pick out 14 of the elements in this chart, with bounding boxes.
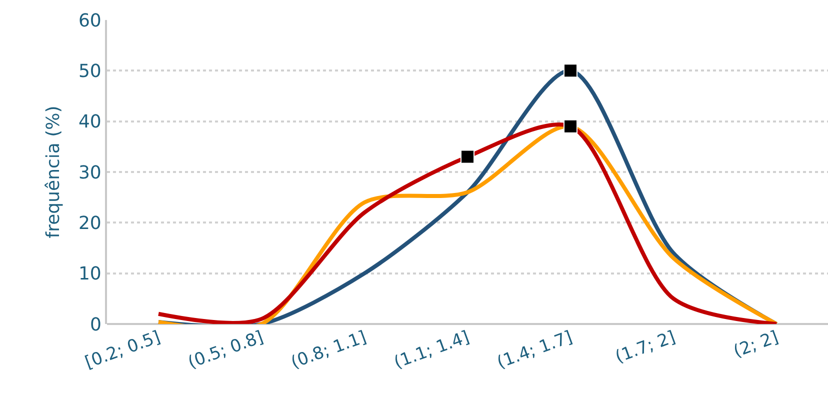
x-tick-label: (2; 2]	[731, 327, 782, 362]
x-tick-label: (1.4; 1.7]	[494, 327, 576, 374]
x-tick-label: (1.7; 2]	[612, 327, 678, 368]
x-tick-label: (0.5; 0.8]	[186, 327, 266, 374]
y-tick-label: 60	[78, 10, 102, 32]
y-tick-label: 50	[78, 60, 102, 82]
y-tick-label: 40	[78, 112, 102, 133]
y-axis-title: frequência (%)	[43, 106, 64, 238]
x-tick-label: (1.1; 1.4]	[392, 327, 472, 374]
x-tick-label: (0.8; 1.1]	[288, 327, 370, 374]
y-tick-label: 10	[78, 264, 102, 285]
y-tick-label: 30	[78, 162, 102, 184]
y-tick-label: 0	[90, 314, 102, 336]
y-tick-label: 20	[78, 212, 102, 234]
